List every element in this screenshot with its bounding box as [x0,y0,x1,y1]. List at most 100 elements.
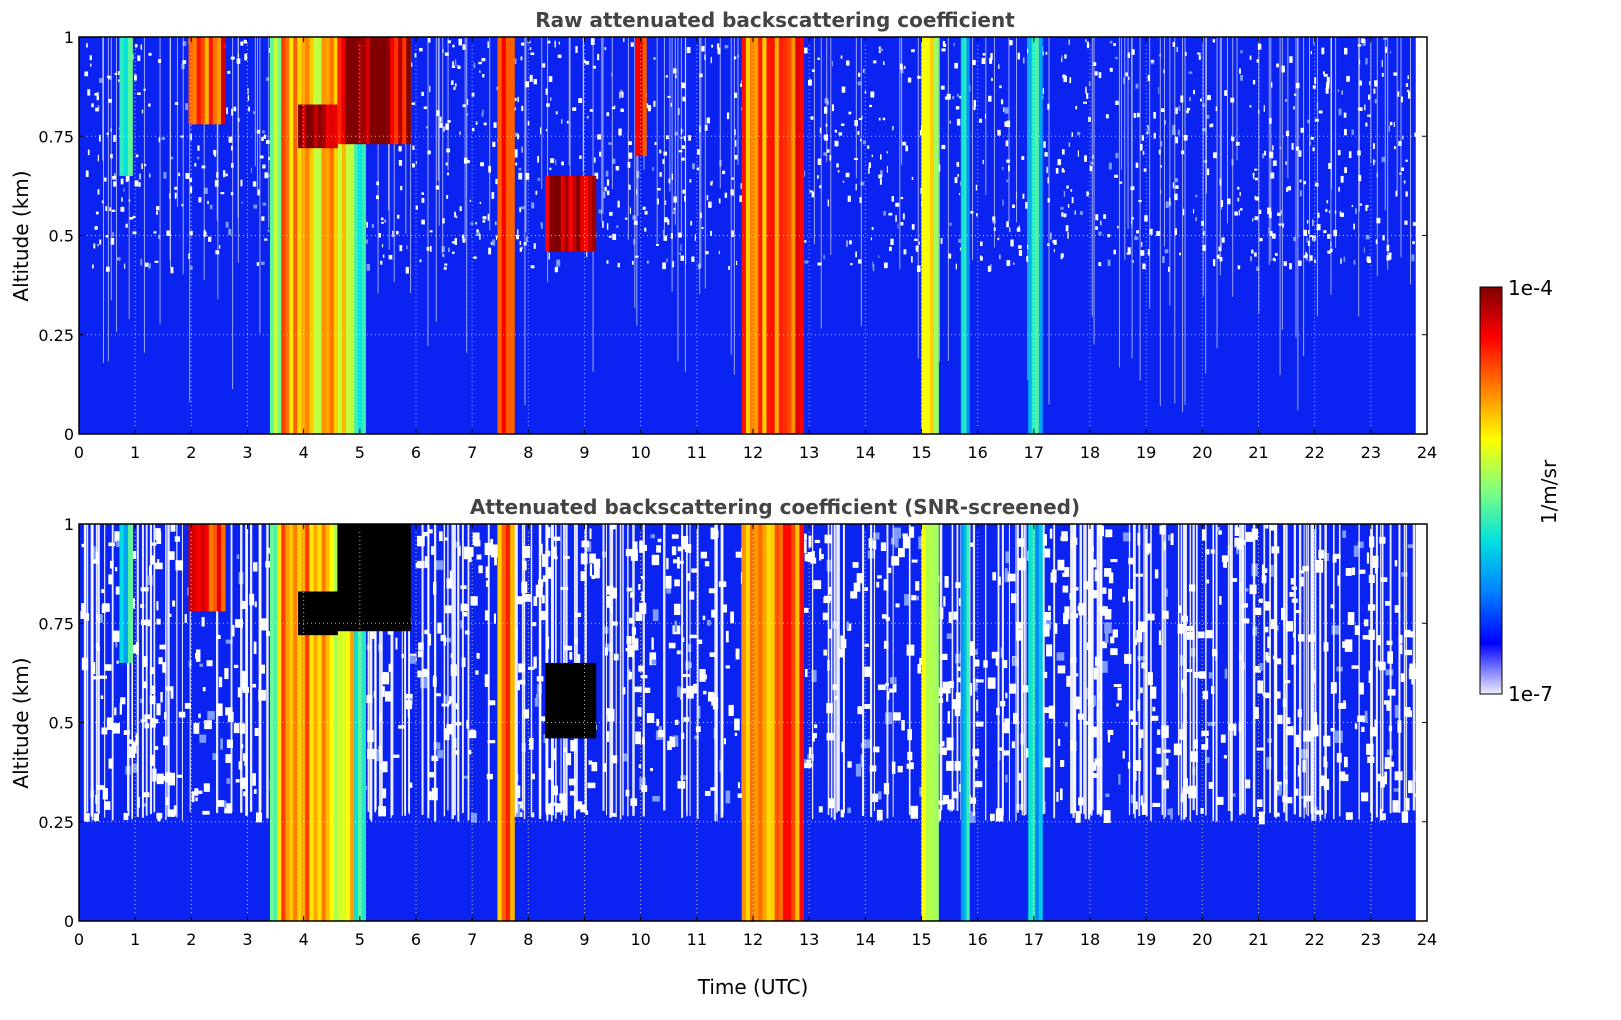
screen-streak [1293,524,1297,815]
noise-cell [1411,254,1415,262]
feature-column [329,591,334,636]
noise-cell [1043,707,1050,714]
feature-column [406,524,411,632]
feature-column [298,591,303,636]
noise-cell [1137,656,1146,661]
noise-cell [1174,228,1177,236]
noise-cell [1399,644,1403,655]
noise-cell [486,580,490,587]
noise-cell [611,755,618,764]
noise-cell [128,739,134,744]
noise-cell [460,603,468,612]
feature-column [333,37,339,434]
noise-cell [1344,167,1348,174]
noise-cell [1156,230,1161,237]
feature-column [795,37,800,434]
screen-streak [380,524,383,813]
noise-cell [1274,784,1282,796]
noise-streak [393,37,395,283]
noise-cell [1104,630,1109,644]
noise-cell [638,764,642,768]
noise-streak [917,37,919,359]
noise-cell [169,772,176,786]
noise-cell [1250,256,1252,262]
noise-cell [646,713,655,723]
noise-cell [1164,120,1166,125]
noise-cell [953,611,958,620]
noise-cell [449,570,453,579]
noise-cell [989,813,995,821]
noise-cell [652,166,654,171]
noise-cell [1393,788,1400,792]
noise-cell [1186,110,1189,114]
noise-cell [1334,553,1341,559]
noise-cell [101,605,107,613]
x-tick-label: 5 [355,443,365,462]
noise-cell [1022,193,1025,199]
noise-cell [1177,623,1184,634]
noise-cell [1013,262,1015,265]
noise-cell [967,641,975,646]
noise-cell [233,723,240,734]
noise-cell [90,63,92,67]
noise-cell [1071,197,1074,204]
screen-streak [1180,524,1183,821]
feature-column [560,662,566,739]
screen-streak [216,524,219,814]
noise-cell [1134,236,1139,241]
noise-cell [427,633,432,646]
x-tick-label: 10 [630,930,650,949]
noise-cell [711,180,713,184]
noise-cell [1299,190,1303,197]
noise-streak [1308,37,1310,263]
noise-cell [1397,91,1400,97]
noise-cell [1364,104,1366,111]
noise-streak [1376,37,1378,277]
noise-cell [1317,212,1320,218]
feature-column [580,175,585,252]
noise-cell [845,172,850,178]
noise-streak [1297,37,1299,238]
noise-cell [946,690,949,702]
noise-cell [870,237,873,241]
noise-cell [1184,51,1187,56]
feature-column [381,37,387,145]
noise-streak [1169,37,1171,306]
noise-cell [1201,220,1205,226]
noise-cell [859,197,862,204]
noise-cell [976,679,984,683]
noise-cell [1002,199,1004,206]
noise-cell [173,805,177,816]
noise-cell [656,198,659,205]
feature-column [766,37,772,434]
noise-cell [214,180,219,187]
noise-cell [132,644,137,654]
noise-cell [871,226,874,231]
noise-cell [1088,81,1091,86]
noise-cell [710,181,713,186]
noise-cell [1374,80,1378,87]
noise-cell [199,663,203,667]
noise-cell [137,55,141,62]
noise-cell [837,170,840,173]
noise-streak [700,37,702,268]
noise-streak [170,37,172,268]
noise-cell [1131,49,1135,55]
noise-cell [473,256,477,259]
noise-cell [1362,635,1369,640]
noise-cell [853,582,861,592]
feature-column [309,591,315,636]
noise-cell [1365,57,1368,65]
screen-streak [1025,524,1027,815]
noise-cell [864,643,869,647]
noise-cell [540,610,549,621]
noise-cell [1098,72,1102,79]
noise-cell [1212,39,1216,43]
noise-cell [1005,567,1008,578]
noise-cell [1209,123,1213,128]
noise-cell [681,536,689,546]
screen-streak [1307,524,1309,817]
noise-cell [1006,179,1009,183]
noise-cell [948,680,954,689]
noise-cell [1135,83,1139,89]
